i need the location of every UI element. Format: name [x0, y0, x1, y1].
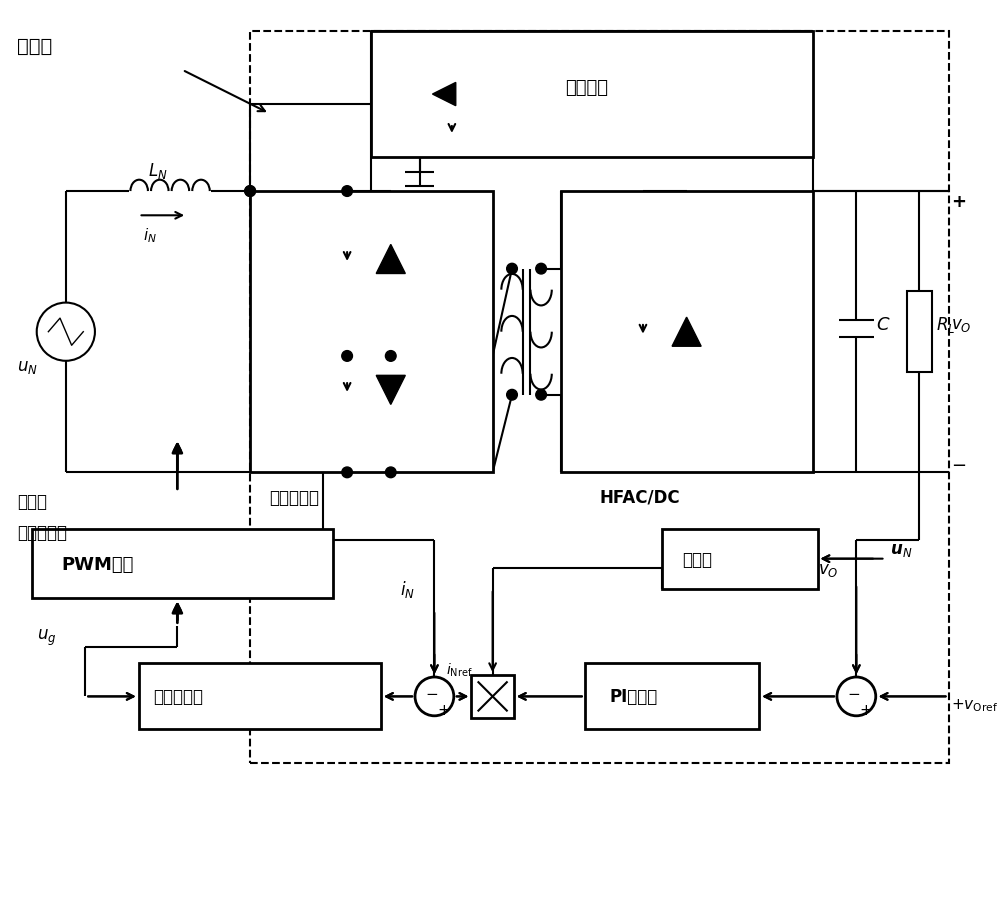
Polygon shape: [432, 83, 455, 107]
Text: $i_{\mathrm{Nref}}$: $i_{\mathrm{Nref}}$: [445, 661, 472, 678]
Text: PI控制器: PI控制器: [609, 688, 657, 705]
Text: $+$: $+$: [437, 702, 450, 717]
Circle shape: [385, 351, 396, 362]
Text: $v_O$: $v_O$: [816, 561, 838, 579]
Text: $u_N$: $u_N$: [17, 358, 38, 376]
Circle shape: [341, 468, 352, 479]
Text: 重复控制器: 重复控制器: [153, 688, 203, 705]
Text: 锁相环: 锁相环: [681, 550, 711, 568]
Text: 周波变换器: 周波变换器: [269, 488, 319, 506]
Circle shape: [341, 187, 352, 197]
Bar: [371, 32, 811, 158]
Text: PWM调制: PWM调制: [61, 555, 133, 573]
Text: $\boldsymbol{u}_N$: $\boldsymbol{u}_N$: [890, 540, 912, 558]
Circle shape: [536, 264, 546, 275]
Text: $-$: $-$: [951, 454, 966, 472]
Bar: [906, 292, 931, 373]
Text: $+v_{\mathrm{Oref}}$: $+v_{\mathrm{Oref}}$: [951, 697, 998, 713]
Bar: [662, 529, 816, 589]
Text: $-$: $-$: [424, 684, 437, 699]
Circle shape: [536, 390, 546, 401]
Bar: [250, 191, 492, 473]
Circle shape: [507, 264, 517, 275]
Text: $R_L$: $R_L$: [935, 314, 954, 335]
Text: $+$: $+$: [859, 702, 872, 717]
Text: $i_N$: $i_N$: [400, 579, 415, 600]
Polygon shape: [671, 318, 700, 347]
Polygon shape: [376, 245, 405, 275]
Bar: [32, 529, 332, 599]
Text: $u_g$: $u_g$: [37, 628, 56, 647]
Bar: [560, 191, 811, 473]
Text: $C$: $C$: [875, 315, 890, 333]
Text: $v_O$: $v_O$: [951, 315, 971, 333]
Text: +: +: [951, 192, 966, 210]
Bar: [584, 664, 758, 730]
Polygon shape: [376, 376, 405, 405]
Text: $i_N$: $i_N$: [143, 226, 157, 245]
Text: $L_N$: $L_N$: [148, 161, 168, 181]
Text: 各开关脉冲: 各开关脉冲: [17, 524, 67, 542]
Text: 钓位电路: 钓位电路: [565, 79, 608, 98]
Circle shape: [245, 187, 255, 197]
Circle shape: [245, 187, 255, 197]
Circle shape: [341, 351, 352, 362]
Circle shape: [507, 390, 517, 401]
Text: 主电路: 主电路: [17, 37, 52, 56]
Text: 交流侧: 交流侧: [17, 493, 47, 511]
Circle shape: [385, 468, 396, 479]
Bar: [138, 664, 381, 730]
Text: $-$: $-$: [846, 684, 859, 699]
Text: HFAC/DC: HFAC/DC: [599, 488, 679, 506]
Bar: [250, 32, 948, 764]
